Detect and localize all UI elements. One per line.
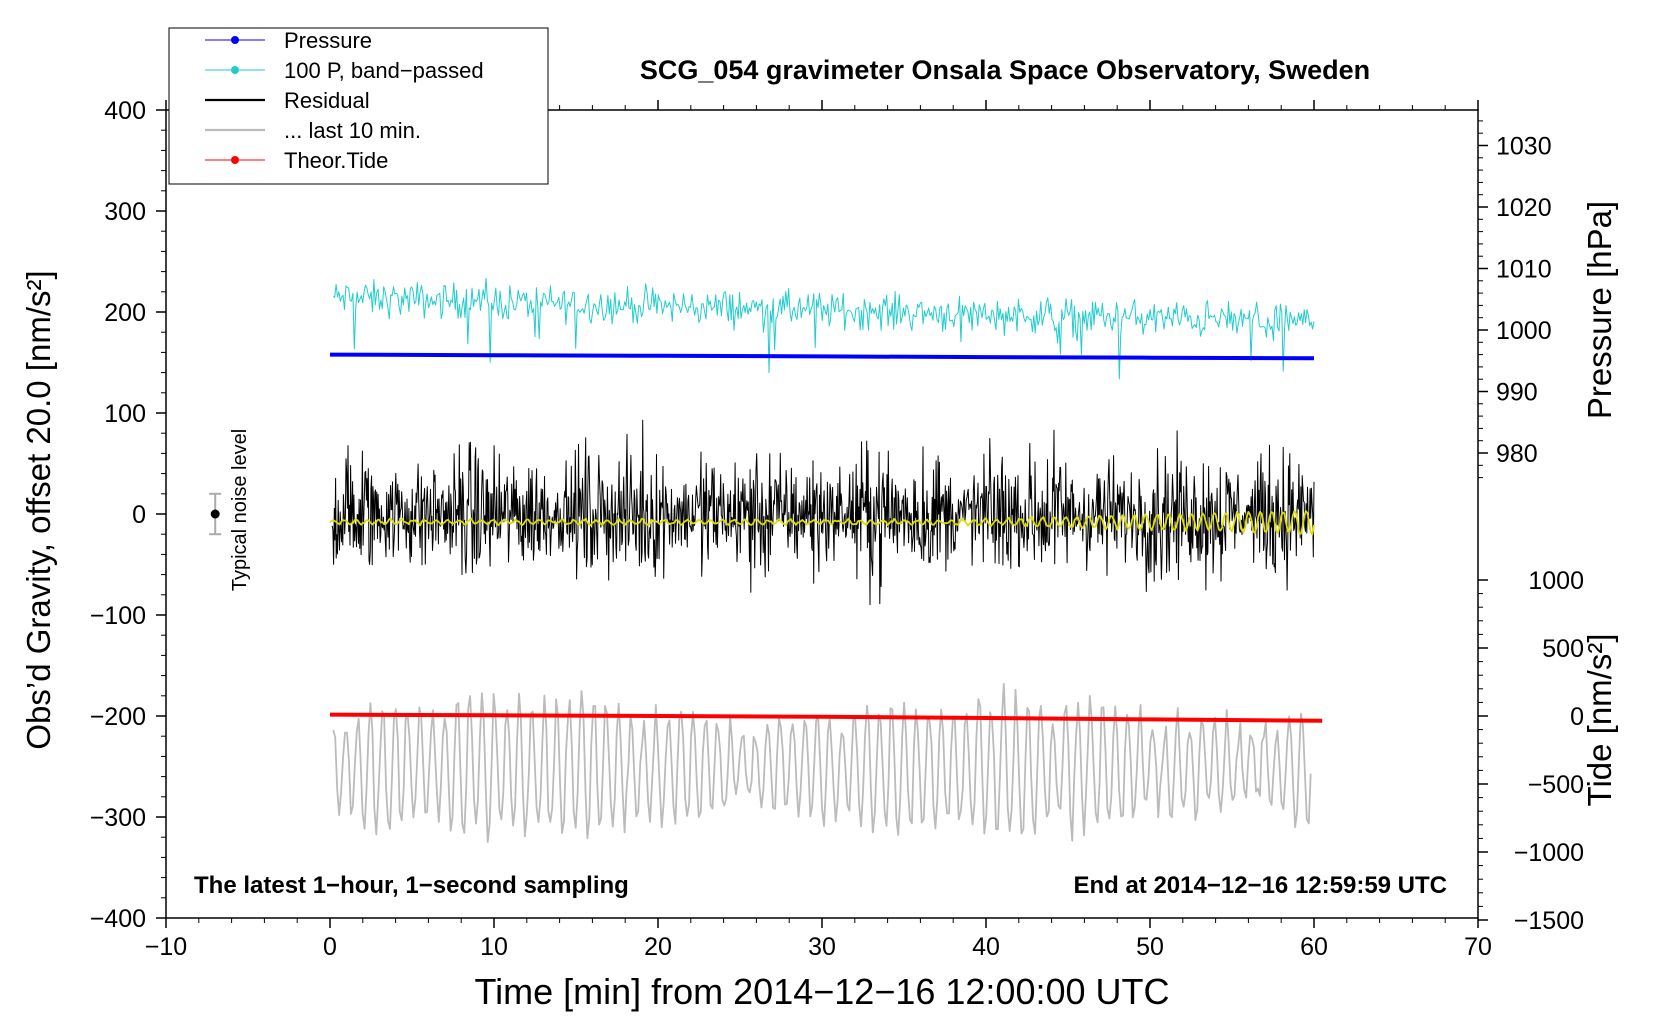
pressure-tick-label: 1010 bbox=[1496, 256, 1552, 284]
series-last-10-min bbox=[332, 683, 1312, 843]
y-tick-label: 300 bbox=[104, 198, 146, 226]
x-tick-label: 40 bbox=[972, 933, 1000, 961]
noise-level-point bbox=[210, 509, 220, 519]
tide-tick-label: 1000 bbox=[1528, 567, 1584, 595]
x-tick-label: 70 bbox=[1464, 933, 1492, 961]
y-tick-label: −400 bbox=[90, 905, 146, 933]
legend-label: Pressure bbox=[284, 28, 372, 53]
legend: Pressure 100 P, band−passed Residual ... la… bbox=[168, 27, 549, 185]
tide-tick-label: 500 bbox=[1542, 635, 1584, 663]
legend-label: Residual bbox=[284, 88, 370, 113]
y-tick-label: 100 bbox=[104, 400, 146, 428]
x-tick-label: 30 bbox=[808, 933, 836, 961]
x-tick-label: 10 bbox=[480, 933, 508, 961]
series-pressure-bandpassed bbox=[332, 277, 1315, 380]
tide-tick-label: −1000 bbox=[1514, 839, 1584, 867]
series-theoretical-tide bbox=[329, 712, 1323, 723]
legend-label: ... last 10 min. bbox=[284, 118, 421, 143]
tide-tick-label: −1500 bbox=[1514, 907, 1584, 935]
x-axis-label: Time [min] from 2014−12−16 12:00:00 UTC bbox=[474, 971, 1169, 1012]
axes: −10 0 10 20 30 40 50 60 704003002001000−100−200−… bbox=[90, 97, 1584, 961]
legend-label: 100 P, band−passed bbox=[284, 58, 484, 83]
x-tick-label: 20 bbox=[644, 933, 672, 961]
legend-marker bbox=[231, 156, 239, 164]
tide-tick-label: 0 bbox=[1570, 703, 1584, 731]
pressure-tick-label: 990 bbox=[1496, 379, 1538, 407]
y-tick-label: −200 bbox=[90, 703, 146, 731]
chart-title: SCG_054 gravimeter Onsala Space Observat… bbox=[640, 55, 1370, 85]
legend-label: Theor.Tide bbox=[284, 148, 388, 173]
pressure-tick-label: 1030 bbox=[1496, 133, 1552, 161]
x-tick-label: −10 bbox=[145, 933, 187, 961]
series-residual bbox=[331, 419, 1315, 606]
pressure-axis-label: Pressure [hPa] bbox=[1581, 201, 1618, 419]
sampling-annotation: The latest 1−hour, 1−second sampling bbox=[194, 872, 629, 899]
pressure-tick-label: 1020 bbox=[1496, 194, 1552, 222]
series-residual-smoothed bbox=[329, 510, 1315, 536]
series-pressure bbox=[329, 352, 1315, 361]
x-tick-label: 0 bbox=[323, 933, 337, 961]
legend-marker bbox=[231, 36, 239, 44]
x-tick-label: 60 bbox=[1300, 933, 1328, 961]
x-tick-label: 50 bbox=[1136, 933, 1164, 961]
y-tick-label: −100 bbox=[90, 602, 146, 630]
y-tick-label: 400 bbox=[104, 97, 146, 125]
noise-level-label: Typical noise level bbox=[229, 429, 251, 591]
end-time-annotation: End at 2014−12−16 12:59:59 UTC bbox=[1073, 872, 1447, 899]
y-tick-label: −300 bbox=[90, 804, 146, 832]
pressure-tick-label: 1000 bbox=[1496, 317, 1552, 345]
y-tick-label: 200 bbox=[104, 299, 146, 327]
pressure-tick-label: 980 bbox=[1496, 440, 1538, 468]
y-tick-label: 0 bbox=[132, 501, 146, 529]
left-axis-label: Obs’d Gravity, offset 20.0 [nm/s²] bbox=[20, 270, 57, 749]
tide-tick-label: −500 bbox=[1528, 771, 1584, 799]
plot-area bbox=[209, 277, 1323, 843]
legend-marker bbox=[231, 66, 239, 74]
tide-axis-label: Tide [nm/s²] bbox=[1581, 634, 1618, 807]
